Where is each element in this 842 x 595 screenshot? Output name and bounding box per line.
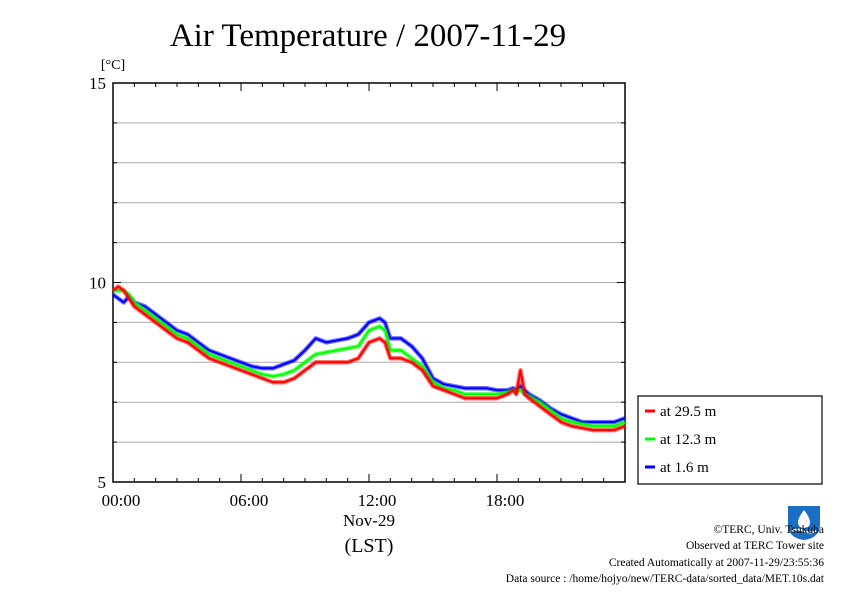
series-line xyxy=(112,293,626,424)
x-axis-label: (LST) xyxy=(345,535,394,557)
legend-label: at 1.6 m xyxy=(660,460,709,476)
series-line xyxy=(112,285,626,432)
chart-title: Air Temperature / 2007-11-29 xyxy=(170,18,566,54)
legend: at 29.5 m at 12.3 m at 1.6 m xyxy=(637,395,823,485)
x-tick-label: 12:00 xyxy=(358,491,397,510)
legend-box xyxy=(637,395,823,485)
copyright-text: ©TERC, Univ. Tsukuba xyxy=(713,524,824,536)
legend-label: at 12.3 m xyxy=(660,432,717,448)
y-tick-label: 15 xyxy=(89,74,106,93)
x-tick-label: 06:00 xyxy=(230,491,269,510)
terc-logo xyxy=(788,506,820,540)
y-tick-label: 5 xyxy=(98,473,107,492)
legend-label: at 29.5 m xyxy=(660,404,717,420)
observed-text: Observed at TERC Tower site xyxy=(685,540,824,552)
axis-ticks: 5 10 15 00:00 06:00 12:00 18:00 xyxy=(89,74,626,510)
grid-lines xyxy=(113,122,625,443)
y-tick-label: 10 xyxy=(89,274,106,293)
x-tick-label: 18:00 xyxy=(486,491,525,510)
x-date-label: Nov-29 xyxy=(343,511,395,530)
source-text: Data source : /home/hojyo/new/TERC-data/… xyxy=(505,573,824,585)
y-unit-label: [°C] xyxy=(101,58,125,73)
series-lines xyxy=(111,284,626,433)
x-tick-label: 00:00 xyxy=(102,491,141,510)
series-line-halo xyxy=(111,292,626,425)
created-text: Created Automatically at 2007-11-29/23:5… xyxy=(608,557,824,569)
